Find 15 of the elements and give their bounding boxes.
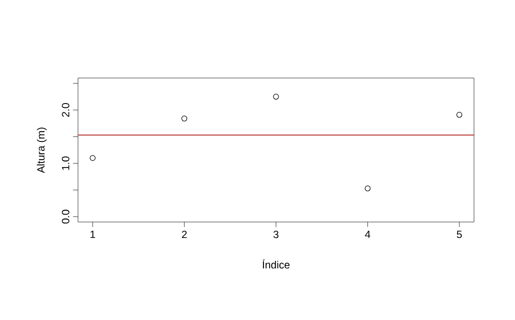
x-tick-label: 4: [364, 230, 370, 238]
point: [273, 94, 279, 100]
x-tick-label: 1: [90, 230, 96, 238]
x-tick-label: 2: [182, 230, 187, 238]
point: [364, 186, 371, 192]
x-axis-title: Índice: [262, 259, 290, 269]
point: [90, 155, 96, 161]
y-tick-label: 2.0: [62, 103, 70, 117]
point: [181, 116, 188, 122]
y-tick-label: 1.0: [62, 156, 70, 170]
y-tick-label: 0.0: [62, 210, 70, 224]
y-axis-title: Altura (m): [36, 128, 47, 174]
x-tick-label: 5: [456, 230, 462, 238]
point: [456, 112, 462, 118]
x-tick-label: 3: [273, 230, 278, 238]
